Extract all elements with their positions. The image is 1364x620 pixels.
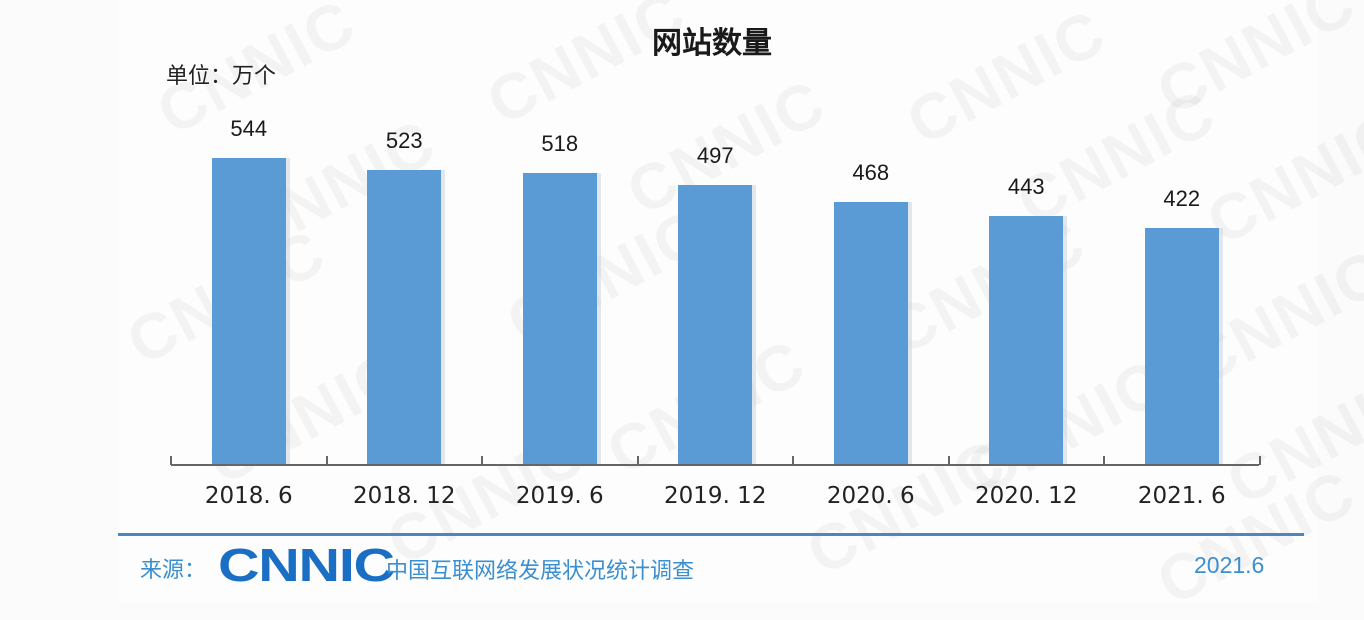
x-axis-tick <box>481 456 483 465</box>
x-axis-tick <box>792 456 794 465</box>
bar <box>1144 228 1219 464</box>
x-axis <box>171 464 1259 466</box>
cnnic-logo: CNNIC <box>218 539 395 591</box>
unit-label: 单位：万个 <box>166 64 277 89</box>
x-axis-tick <box>325 456 328 465</box>
x-axis-tick <box>170 456 172 465</box>
x-axis-label: 2018. 12 <box>353 483 456 509</box>
footer-divider <box>118 533 1304 536</box>
x-axis-label: 2019. 6 <box>515 483 604 509</box>
x-axis-tick <box>947 456 950 465</box>
bar <box>989 215 1064 464</box>
source-label: 来源： <box>140 558 207 583</box>
x-axis-tick <box>1103 456 1105 465</box>
x-axis-label: 2019. 12 <box>664 483 767 509</box>
data-label: 544 <box>230 116 268 141</box>
x-axis-tick <box>1258 456 1261 465</box>
data-label: 443 <box>1007 173 1045 199</box>
bar <box>678 184 753 464</box>
bar <box>833 201 908 464</box>
chart-title: 网站数量 <box>0 18 1364 62</box>
bar <box>367 170 442 464</box>
data-label: 497 <box>696 142 734 168</box>
data-label: 422 <box>1163 186 1201 211</box>
bar <box>211 158 286 464</box>
data-label: 468 <box>852 159 890 185</box>
x-axis-label: 2021. 6 <box>1137 483 1226 509</box>
chart-title-text: 网站数量 <box>652 26 772 61</box>
x-axis-label: 2018. 6 <box>204 483 293 509</box>
bar <box>522 172 597 464</box>
data-label: 523 <box>385 128 423 154</box>
plot-area: 544 2018. 6 523 2018. 12 518 2019. 6 497 2019. … <box>170 116 1261 509</box>
x-axis-label: 2020. 6 <box>826 483 915 509</box>
report-date: 2021.6 <box>1194 552 1265 578</box>
x-axis-label: 2020. 12 <box>975 483 1078 509</box>
survey-name: 中国互联网络发展状况统计调查 <box>386 559 695 584</box>
data-label: 518 <box>541 130 579 156</box>
x-axis-tick <box>636 456 639 465</box>
